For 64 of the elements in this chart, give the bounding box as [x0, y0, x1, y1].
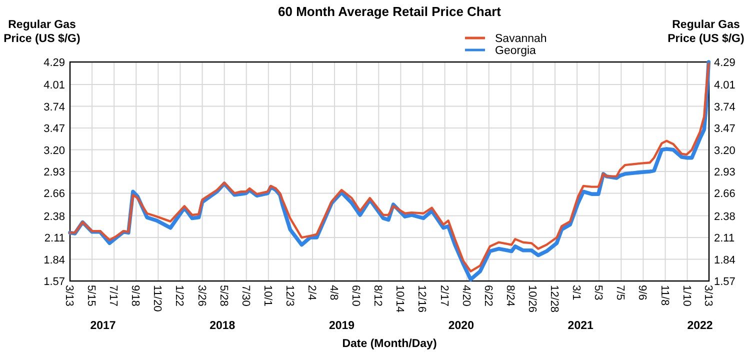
x-tick-label: 8/12 [372, 285, 384, 306]
x-tick-label: 12/28 [548, 285, 560, 313]
y2-tick-label: 3.74 [714, 101, 736, 114]
y2-tick-label: 2.93 [714, 166, 736, 178]
y2-tick-label: 2.11 [714, 232, 735, 245]
y2-tick-label: 1.84 [714, 254, 736, 266]
x-tick-label: 12/3 [283, 285, 296, 306]
y-tick-label: 4.29 [44, 57, 65, 69]
x-tick-label: 7/5 [614, 285, 626, 300]
x-tick-label: 3/26 [195, 285, 208, 306]
x-tick-label: 2/17 [438, 285, 450, 306]
x-tick-label: 1/22 [173, 285, 186, 306]
x-tick-label: 11/20 [151, 285, 164, 312]
x-tick-label: 3/13 [63, 285, 75, 306]
y-tick-label: 1.84 [44, 254, 65, 266]
y-tick-label: 3.74 [44, 101, 65, 114]
x-tick-label: 9/18 [129, 285, 142, 306]
legend-label: Georgia [495, 45, 537, 57]
x-tick-label: 4/8 [328, 285, 340, 300]
y2-axis-title: Regular Gas Price (US $/G) [668, 19, 745, 45]
y2-tick-label: 2.66 [714, 188, 736, 200]
x-tick-label: 3/13 [702, 285, 714, 306]
x-tick-label: 8/24 [504, 285, 516, 306]
y2-tick-label: 4.29 [714, 57, 736, 69]
x-tick-label: 4/20 [460, 285, 472, 306]
x-tick-label: 9/6 [636, 285, 648, 300]
x-tick-label: 1/10 [680, 285, 692, 306]
y2-tick-label: 3.47 [714, 123, 736, 136]
y2-tick-label: 3.20 [714, 144, 736, 157]
y-tick-label: 1.57 [44, 276, 65, 288]
x-tick-label: 5/15 [85, 285, 98, 306]
x-tick-label: 2/4 [306, 285, 318, 300]
y-tick-label: 2.38 [44, 210, 65, 223]
y2-tick-label: 2.38 [714, 210, 736, 223]
x-tick-label: 10/14 [394, 285, 406, 313]
y-axis-title: Regular Gas Price (US $/G) [4, 19, 81, 45]
text: 2017 [90, 320, 116, 332]
x-axis-title: Date (Month/Day) [342, 338, 437, 350]
x-tick-label: 6/10 [350, 285, 362, 306]
text: 2022 [687, 320, 713, 332]
x-tick-label: 7/17 [107, 285, 120, 306]
y-tick-label: 3.20 [44, 144, 65, 157]
text: 2021 [568, 320, 594, 332]
y2-tick-label: 4.01 [714, 80, 736, 92]
y-tick-label: 2.66 [44, 188, 65, 200]
x-tick-label: 3/1 [570, 285, 582, 300]
chart-title: 60 Month Average Retail Price Chart [278, 4, 502, 19]
legend-label: Savannah [495, 33, 547, 45]
x-tick-label: 5/3 [592, 285, 604, 300]
y-tick-label: 2.93 [44, 166, 65, 178]
x-tick-label: 5/28 [217, 285, 230, 306]
y-tick-label: 2.11 [44, 232, 65, 245]
y2-tick-label: 1.57 [714, 276, 736, 288]
x-tick-label: 10/1 [261, 285, 274, 306]
y-tick-label: 4.01 [44, 80, 65, 92]
x-tick-label: 11/8 [658, 285, 670, 306]
text: 2018 [210, 320, 236, 332]
text: 2019 [329, 320, 355, 332]
y-tick-label: 3.47 [44, 123, 65, 136]
x-tick-label: 6/22 [482, 285, 494, 306]
x-tick-label: 7/30 [239, 285, 252, 306]
text: 2020 [448, 320, 474, 332]
x-tick-label: 10/26 [526, 285, 538, 313]
x-tick-label: 12/16 [416, 285, 428, 313]
